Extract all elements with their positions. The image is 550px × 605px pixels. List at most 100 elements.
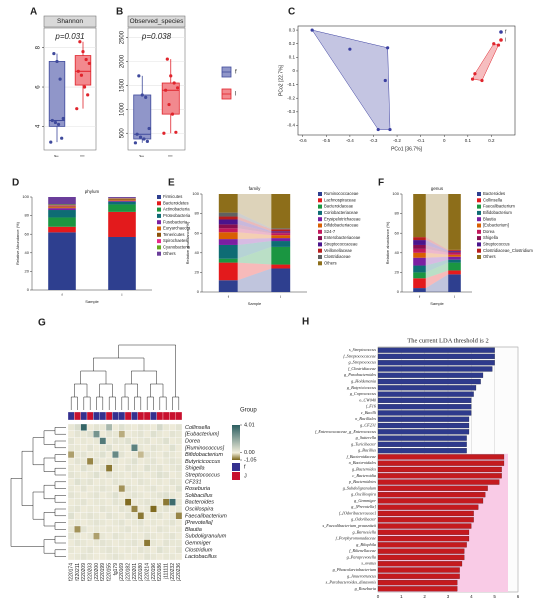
heat-cell	[99, 451, 107, 459]
flow-band	[237, 241, 272, 259]
heat-cell	[169, 444, 176, 452]
bar-segment	[218, 262, 238, 281]
x-tick-label: l	[81, 155, 87, 156]
y-tick-label: 6	[36, 85, 42, 89]
heat-cell	[105, 525, 113, 533]
x-tick-label: f	[61, 292, 63, 297]
row-label: [Eubacterium]	[184, 432, 219, 438]
legend-label: Fusobacteria	[163, 219, 188, 224]
heat-cell	[175, 546, 183, 554]
legend-swatch	[157, 207, 161, 212]
x-axis-label: PCo1 [36.7%]	[391, 146, 422, 152]
heat-cell	[156, 430, 164, 438]
bar	[377, 535, 470, 542]
x-tick-label: 1	[400, 594, 403, 599]
heat-cell	[86, 464, 94, 472]
heat-cell	[143, 491, 151, 499]
legend-swatch	[157, 220, 161, 225]
bar-segment	[48, 197, 76, 205]
point	[147, 126, 151, 131]
legend-swatch	[318, 210, 322, 215]
heat-cell	[137, 553, 145, 561]
flow-band	[237, 238, 272, 245]
point	[376, 127, 380, 132]
bar-segment	[448, 251, 461, 253]
heat-cell	[150, 491, 157, 499]
heat-cell	[112, 532, 119, 540]
heat-cell	[175, 444, 183, 452]
chart-title: family	[249, 186, 262, 191]
heat-cell	[93, 485, 100, 493]
legend-label: Veillonellaceae	[324, 248, 353, 253]
bar-segment	[413, 278, 426, 289]
chart-title: phylum	[85, 189, 100, 194]
heat-cell	[169, 430, 176, 438]
heat-cell	[67, 498, 75, 506]
x-tick-label: -0.4	[346, 138, 354, 143]
heat-cell	[118, 478, 126, 486]
legend-swatch	[318, 261, 322, 266]
bar-label: g_[Prevotella]	[351, 504, 376, 509]
legend-label: Cyanobacteria	[163, 245, 191, 250]
heat-cell	[143, 471, 151, 479]
heat-cell	[131, 505, 138, 513]
heat-cell	[74, 457, 81, 465]
point	[144, 95, 148, 99]
heat-cell	[118, 464, 126, 472]
heat-cell	[93, 423, 100, 431]
heat-cell	[86, 525, 94, 533]
y-axis-label: Relative abundance (%)	[185, 221, 190, 264]
heat-cell	[131, 525, 138, 533]
bar	[377, 353, 495, 360]
bar-label: s_Streptococcus	[349, 347, 376, 352]
bar-segment	[108, 236, 136, 290]
y-tick-label: 500	[120, 128, 126, 139]
heat-cell	[137, 444, 145, 452]
heat-cell	[74, 512, 81, 520]
heat-cell	[67, 553, 75, 561]
x-tick-label: 2	[423, 594, 426, 599]
heat-cell	[86, 478, 94, 486]
bar-label: s_Faecalibacterium_prausnitzii	[322, 523, 376, 528]
heat-cell	[131, 539, 138, 547]
heat-cell	[137, 451, 145, 459]
heat-cell	[162, 451, 170, 459]
column-label: j220182	[125, 563, 131, 582]
legend-label: S24-7	[324, 229, 336, 234]
heat-cell	[143, 464, 151, 472]
heat-cell	[175, 478, 183, 486]
heat-cell	[156, 457, 164, 465]
heat-cell	[137, 423, 145, 431]
legend-label: Tenericutes	[163, 232, 184, 237]
y-tick-label: 20	[395, 269, 400, 274]
legend-swatch	[232, 472, 240, 480]
flow-band	[425, 262, 449, 279]
legend-swatch	[157, 213, 161, 218]
flow-band	[425, 248, 449, 255]
bar-label: f_Clostridiaceae	[348, 366, 376, 371]
point	[140, 93, 144, 97]
legend-label: l	[235, 92, 236, 98]
y-axis-label: PCo2 [22.7%]	[278, 64, 284, 95]
heat-cell	[74, 519, 81, 527]
heat-cell	[162, 525, 170, 533]
bar-label: g_Odoribacter	[351, 517, 376, 522]
bar-segment	[48, 207, 76, 209]
point	[53, 120, 58, 125]
group-cell	[118, 411, 126, 421]
heat-cell	[112, 478, 119, 486]
heat-cell	[131, 457, 138, 465]
heat-cell	[118, 532, 126, 540]
y-axis-label: Relative abundance (%)	[385, 221, 390, 264]
x-axis-label: Sample	[248, 301, 262, 306]
flow-band	[237, 194, 272, 229]
heat-cell	[118, 512, 126, 520]
heat-cell	[156, 512, 164, 520]
legend-swatch	[318, 223, 322, 228]
heat-cell	[80, 437, 88, 445]
bar-segment	[48, 210, 76, 218]
bar-segment	[271, 231, 291, 233]
row-label: Clostridium	[185, 547, 213, 553]
legend-swatch	[477, 192, 481, 196]
